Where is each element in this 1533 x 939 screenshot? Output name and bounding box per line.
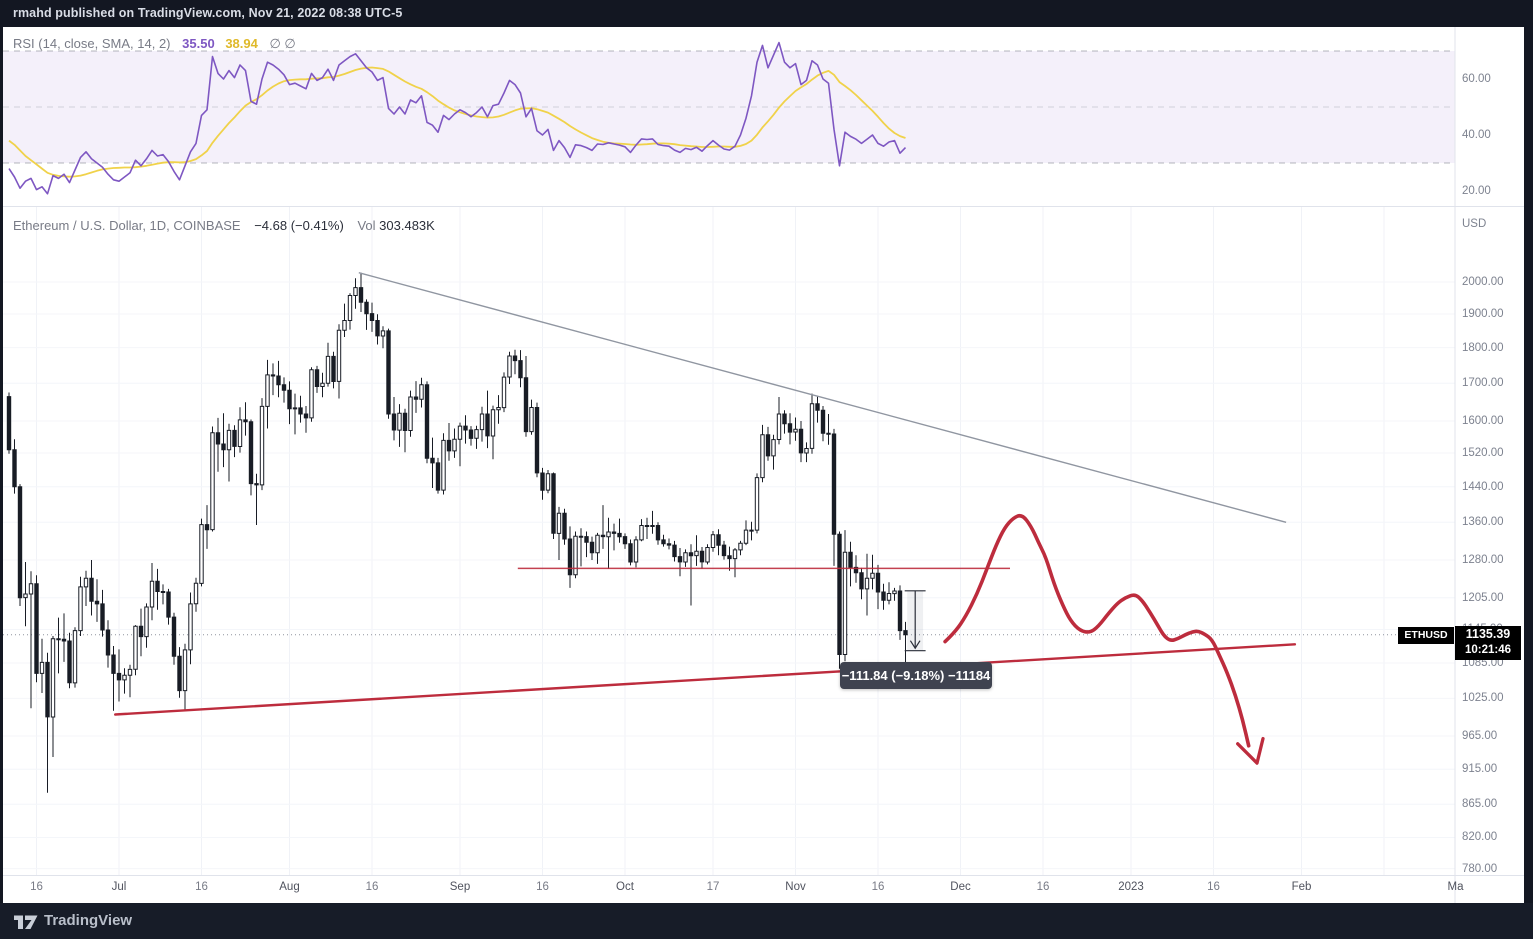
last-price-badge: 1135.39 10:21:46 [1455,626,1521,660]
time-axis-label: 16 [871,881,885,893]
currency-label: USD [1462,218,1487,230]
projection-arrow-curve[interactable] [943,513,1251,748]
time-axis-label: 16 [365,881,379,893]
rsi-axis-label: 40.00 [1462,129,1491,141]
measure-arrowhead-icon [909,640,921,650]
time-axis-label: Aug [279,881,300,893]
candles-up [23,287,897,718]
time-axis-label: Feb [1291,881,1312,893]
time-axis-label: Dec [950,881,971,893]
candlesticks[interactable] [6,272,908,793]
measure-tooltip: −111.84 (−9.18%) −11184 [840,662,992,689]
rsi-axis-label: 20.00 [1462,185,1491,197]
published-caption: rmahd published on TradingView.com, Nov … [13,6,403,20]
last-price-value: 1135.39 [1465,627,1511,641]
price-axis-label: 1205.00 [1462,591,1504,604]
time-axis-label: 16 [1207,881,1220,893]
rsi-axis-label: 60.00 [1462,73,1491,85]
price-axis-label: 865.00 [1462,798,1498,811]
candles-down [6,287,908,718]
symbol-title: Ethereum / U.S. Dollar, 1D, COINBASE [13,218,241,233]
price-axis-label: 1600.00 [1462,415,1504,428]
time-axis-label: 16 [1036,881,1050,893]
gray-trendline[interactable] [358,272,1287,523]
brand-wordmark[interactable]: TradingView [44,912,133,929]
symbol-legend[interactable]: Ethereum / U.S. Dollar, 1D, COINBASE −4.… [13,218,435,233]
price-axis-label: 820.00 [1462,831,1498,844]
rsi-value: 35.50 [182,36,215,51]
price-axis-label: 915.00 [1462,763,1498,776]
price-axis-label: 1700.00 [1462,377,1504,390]
price-axis-label: 1440.00 [1462,480,1504,493]
support-trendline[interactable] [113,643,1297,716]
price-axis-label: 965.00 [1462,730,1498,743]
top-bar: rmahd published on TradingView.com, Nov … [0,0,1533,27]
volume-value: 303.483K [379,218,435,233]
price-axis-label: 1085.00 [1462,657,1504,669]
rsi-line[interactable] [8,41,907,195]
rsi-ma-value: 38.94 [225,36,258,51]
price-range-measure[interactable] [904,590,926,652]
price-axis-label: 1900.00 [1462,307,1504,320]
volume-label: Vol [357,218,376,233]
time-axis-label: Nov [785,881,806,893]
time-axis-label: Ma [1447,881,1464,893]
countdown-timer: 10:21:46 [1464,644,1512,656]
tradingview-logo-icon[interactable] [13,912,39,930]
price-axis-label: 1800.00 [1462,341,1504,354]
time-axis-label: 16 [195,881,208,893]
time-axis-label: 16 [536,881,549,893]
time-axis-label: 2023 [1118,881,1144,893]
price-axis-label: 1360.00 [1462,516,1504,529]
projection-arrowhead-icon[interactable] [1236,736,1265,765]
time-axis-label: Sep [449,881,471,893]
time-axis-label: 16 [30,881,43,893]
price-axis-label: 1280.00 [1462,554,1504,567]
price-axis-label: 2000.00 [1462,276,1504,288]
rsi-legend-title: RSI (14, close, SMA, 14, 2) [13,36,171,51]
time-axis-label: 17 [706,881,720,893]
price-change: −4.68 (−0.41%) [254,218,344,233]
time-axis-label: Jul [111,881,127,893]
price-axis-label: 1520.00 [1462,446,1504,459]
rsi-legend[interactable]: RSI (14, close, SMA, 14, 2) 35.50 38.94 … [13,36,296,52]
time-axis-label: Oct [616,881,634,893]
rsi-empty-values: ∅ ∅ [269,36,296,51]
price-axis-label: 1025.00 [1462,692,1504,705]
footer-bar: TradingView [0,903,1533,939]
price-axis-label: 780.00 [1462,862,1498,875]
symbol-price-label: ETHUSD [1398,627,1454,644]
